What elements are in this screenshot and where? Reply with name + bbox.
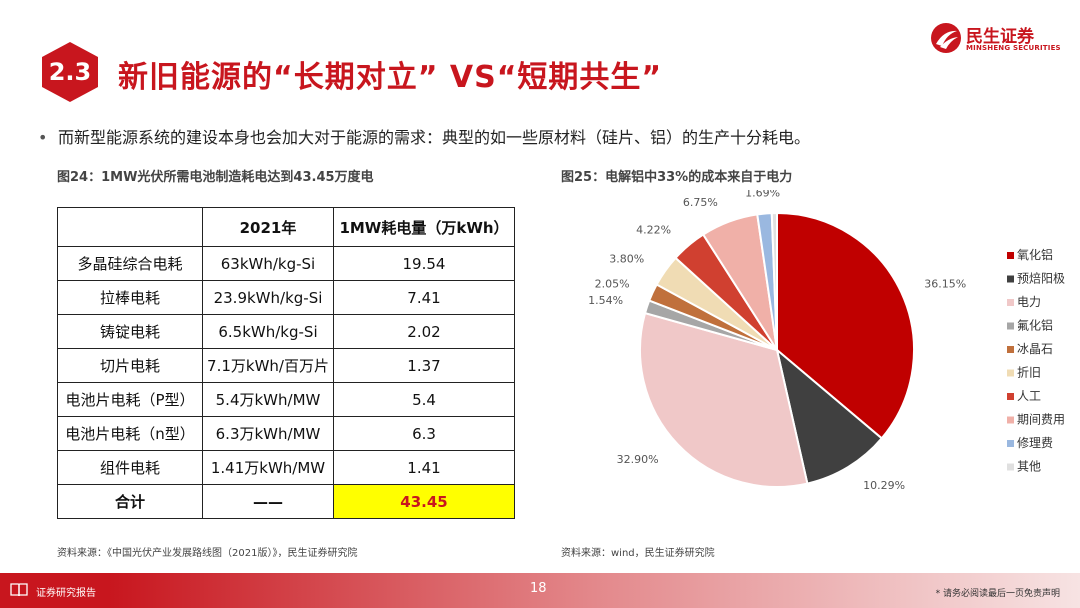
- pie-data-label: 2.05%: [595, 278, 630, 291]
- table-row: 电池片电耗（P型） 5.4万kWh/MW 5.4: [57, 382, 515, 417]
- table-header-cell: 1MW耗电量（万kWh）: [333, 207, 515, 247]
- table-cell: 19.54: [333, 246, 515, 281]
- table-cell: 6.5kWh/kg-Si: [202, 314, 334, 349]
- table-cell: 1.37: [333, 348, 515, 383]
- table-cell: 7.1万kWh/百万片: [202, 348, 334, 383]
- legend-label: 电力: [1017, 295, 1041, 309]
- logo-english-text: MINSHENG SECURITIES: [966, 44, 1061, 52]
- table-cell: 多晶硅综合电耗: [57, 246, 203, 281]
- legend-label: 其他: [1017, 460, 1041, 474]
- footer-label: 证券研究报告: [36, 588, 96, 599]
- table-cell: 1.41: [333, 450, 515, 485]
- table-row: 切片电耗 7.1万kWh/百万片 1.37: [57, 348, 515, 383]
- pie-data-label: 6.75%: [683, 196, 718, 209]
- legend-swatch: [1007, 416, 1014, 424]
- logo-icon: [931, 23, 961, 53]
- page-number: 18: [530, 581, 547, 596]
- pie-data-label: 3.80%: [609, 253, 644, 266]
- legend-swatch: [1007, 275, 1014, 283]
- table-cell: ——: [202, 484, 334, 519]
- table-cell: 2.02: [333, 314, 515, 349]
- legend-swatch: [1007, 369, 1014, 377]
- legend-swatch: [1007, 393, 1014, 400]
- pie-slice-1: [776, 211, 915, 440]
- legend-swatch: [1007, 440, 1014, 447]
- table-cell: 5.4万kWh/MW: [202, 382, 334, 417]
- total-value-cell: 43.45: [333, 484, 515, 519]
- table-header-cell: [57, 207, 203, 247]
- pie-data-label: 10.29%: [863, 479, 905, 492]
- figure25-source: 资料来源：wind，民生证券研究院: [561, 548, 715, 559]
- table-header-row: 2021年 1MW耗电量（万kWh）: [57, 207, 515, 247]
- table-cell: 1.41万kWh/MW: [202, 450, 334, 485]
- bullet-text: 而新型能源系统的建设本身也会加大对于能源的需求：典型的如一些原材料（硅片、铝）的…: [58, 128, 811, 147]
- table-cell: 23.9kWh/kg-Si: [202, 280, 334, 315]
- table-cell: 切片电耗: [57, 348, 203, 383]
- table-cell: 63kWh/kg-Si: [202, 246, 334, 281]
- table-row: 多晶硅综合电耗 63kWh/kg-Si 19.54: [57, 246, 515, 281]
- legend-label: 氧化铝: [1017, 247, 1053, 262]
- table-cell: 合计: [57, 484, 203, 519]
- bullet-point: • 而新型能源系统的建设本身也会加大对于能源的需求：典型的如一些原材料（硅片、铝）…: [38, 124, 810, 148]
- table-cell: 拉棒电耗: [57, 280, 203, 315]
- pie-slice-2: [775, 347, 884, 485]
- figure25-title: 图25：电解铝中33%的成本来自于电力: [561, 170, 793, 185]
- table-total-row: 合计 —— 43.45: [57, 484, 515, 519]
- legend-label: 折旧: [1017, 365, 1041, 380]
- legend-swatch: [1007, 322, 1014, 330]
- table-cell: 电池片电耗（n型）: [57, 416, 203, 451]
- book-icon: [10, 583, 28, 597]
- legend-swatch: [1007, 346, 1014, 353]
- legend-swatch: [1007, 463, 1014, 471]
- figure24-title: 图24：1MW光伏所需电池制造耗电达到43.45万度电: [57, 170, 374, 185]
- electricity-table: 2021年 1MW耗电量（万kWh） 多晶硅综合电耗 63kWh/kg-Si 1…: [57, 207, 515, 519]
- pie-data-label: 32.90%: [617, 453, 659, 466]
- logo-text: 民生证券: [966, 27, 1034, 47]
- bullet-dot-icon: •: [38, 128, 48, 147]
- hexagon-shape: [42, 42, 98, 102]
- pie-slice-10: [770, 211, 778, 351]
- page-title: 新旧能源的“长期对立” VS“短期共生”: [118, 60, 663, 95]
- figure24-source: 资料来源：《中国光伏产业发展路线图（2021版）》，民生证券研究院: [57, 548, 358, 559]
- table-cell: 6.3: [333, 416, 515, 451]
- legend-label: 冰晶石: [1017, 342, 1053, 356]
- table-cell: 铸锭电耗: [57, 314, 203, 349]
- table-cell: 电池片电耗（P型）: [57, 382, 203, 417]
- table-row: 铸锭电耗 6.5kWh/kg-Si 2.02: [57, 314, 515, 349]
- pie-data-label: 1.69%: [745, 190, 780, 200]
- legend-label: 预焙阳极: [1017, 271, 1065, 286]
- legend-swatch: [1007, 252, 1014, 259]
- legend-label: 期间费用: [1017, 413, 1065, 427]
- table-row: 组件电耗 1.41万kWh/MW 1.41: [57, 450, 515, 485]
- section-number: 2.3: [48, 58, 92, 86]
- legend-label: 修理费: [1017, 435, 1053, 450]
- pie-data-label: 36.15%: [924, 277, 966, 290]
- disclaimer-note: * 请务必阅读最后一页免责声明: [935, 589, 1060, 599]
- pie-data-label: 4.22%: [636, 223, 671, 236]
- table-cell: 6.3万kWh/MW: [202, 416, 334, 451]
- legend-label: 氟化铝: [1017, 318, 1053, 333]
- table-cell: 组件电耗: [57, 450, 203, 485]
- pie-slice-3: [639, 311, 809, 488]
- pie-data-label: 1.54%: [588, 294, 623, 307]
- legend-swatch: [1007, 299, 1014, 306]
- legend-label: 人工: [1017, 389, 1041, 403]
- table-header-cell: 2021年: [202, 207, 334, 247]
- footer-bar: 证券研究报告 18 * 请务必阅读最后一页免责声明: [0, 573, 1080, 608]
- table-cell: 5.4: [333, 382, 515, 417]
- company-logo: 民生证券 MINSHENG SECURITIES: [930, 22, 1061, 58]
- cost-pie-chart: 36.15% 10.29% 32.90% 1.54% 2.05% 3.80% 4.22% 6.…: [588, 190, 1065, 492]
- table-row: 拉棒电耗 23.9kWh/kg-Si 7.41: [57, 280, 515, 315]
- section-badge: 2.3: [38, 40, 102, 104]
- table-row: 电池片电耗（n型） 6.3万kWh/MW 6.3: [57, 416, 515, 451]
- table-cell: 7.41: [333, 280, 515, 315]
